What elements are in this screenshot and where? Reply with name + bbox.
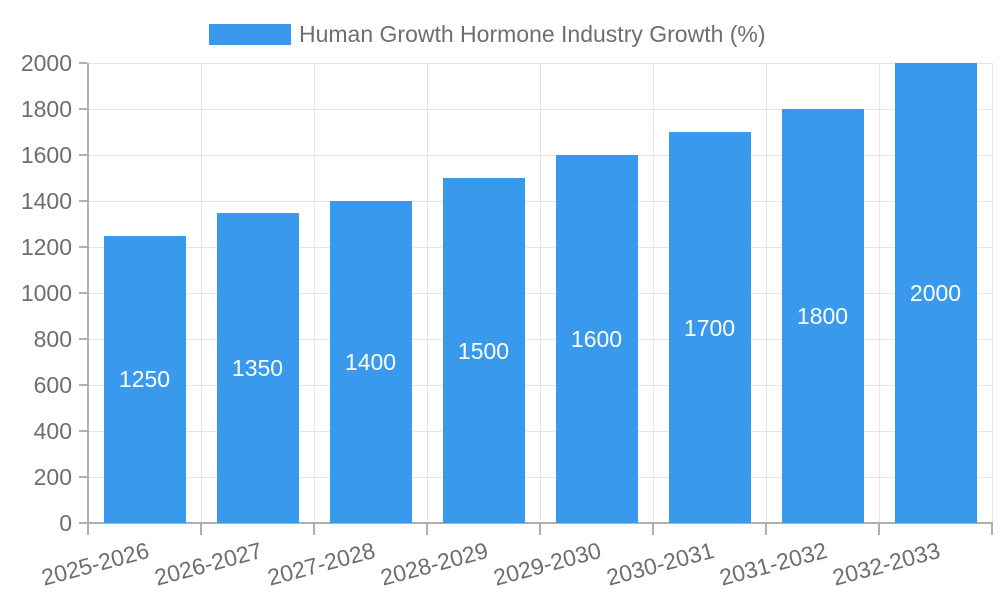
y-axis-label: 400 [33, 418, 72, 444]
bar-value-label: 1250 [118, 366, 171, 393]
v-gridline [765, 63, 767, 523]
v-gridline [539, 63, 541, 523]
x-axis-tick [200, 523, 202, 535]
bar-value-label: 1400 [344, 349, 397, 375]
bar-value-label: 1350 [231, 354, 284, 381]
v-gridline [200, 63, 202, 523]
y-axis-label: 200 [33, 464, 72, 490]
x-axis-label: 2025-2026 [38, 537, 152, 591]
y-axis-tick [79, 522, 87, 524]
x-axis-tick [765, 523, 767, 535]
y-axis-label: 2000 [20, 50, 72, 76]
bar[interactable] [894, 63, 977, 523]
legend-label[interactable]: Human Growth Hormone Industry Growth (%) [299, 21, 766, 47]
y-axis-tick [79, 430, 87, 432]
y-axis-tick [79, 154, 87, 156]
y-axis-label: 600 [33, 372, 72, 398]
bar[interactable] [668, 132, 751, 523]
bar-value-label: 1600 [570, 326, 623, 352]
v-gridline [426, 63, 428, 523]
y-axis-label: 1600 [20, 142, 72, 168]
x-axis-tick [87, 523, 89, 535]
bar[interactable] [781, 109, 864, 523]
y-axis-label: 800 [33, 326, 72, 352]
bar[interactable] [329, 201, 412, 523]
bar-value-label: 1700 [683, 314, 736, 341]
y-axis-tick [79, 476, 87, 478]
y-axis-tick [79, 338, 87, 340]
v-gridline [991, 63, 993, 523]
bar-value-label: 1500 [457, 337, 510, 364]
bar[interactable] [103, 235, 186, 523]
bar-value-label: 2000 [909, 280, 962, 306]
y-axis-label: 0 [59, 510, 72, 536]
x-axis-label: 2026-2027 [151, 537, 265, 591]
x-axis-label: 2029-2030 [490, 537, 604, 591]
bar[interactable] [555, 155, 638, 523]
y-axis-line [87, 63, 89, 524]
x-axis-label: 2030-2031 [603, 537, 717, 591]
chart-legend[interactable]: Human Growth Hormone Industry Growth (%) [209, 21, 766, 47]
y-axis-label: 1000 [20, 280, 72, 306]
x-axis-label: 2027-2028 [264, 537, 378, 591]
x-axis-label: 2032-2033 [829, 537, 943, 591]
y-axis-tick [79, 292, 87, 294]
y-axis-label: 1200 [20, 234, 72, 260]
x-axis-tick [539, 523, 541, 535]
x-axis-label: 2028-2029 [377, 537, 491, 591]
x-axis-tick [652, 523, 654, 535]
x-axis-tick [313, 523, 315, 535]
x-axis-label: 2031-2032 [716, 537, 830, 591]
y-axis-tick [79, 246, 87, 248]
y-axis-label: 1800 [20, 96, 72, 122]
v-gridline [652, 63, 654, 523]
y-axis-tick [79, 108, 87, 110]
y-axis-label: 1400 [20, 188, 72, 214]
legend-swatch[interactable] [209, 23, 291, 45]
x-axis-tick [991, 523, 993, 535]
x-axis-tick [426, 523, 428, 535]
y-axis-tick [79, 384, 87, 386]
bar[interactable] [216, 212, 299, 523]
v-gridline [878, 63, 880, 523]
bar-value-label: 1800 [796, 303, 849, 329]
y-axis-tick [79, 200, 87, 202]
v-gridline [313, 63, 315, 523]
bar[interactable] [442, 178, 525, 523]
x-axis-tick [878, 523, 880, 535]
y-axis-tick [79, 62, 87, 64]
